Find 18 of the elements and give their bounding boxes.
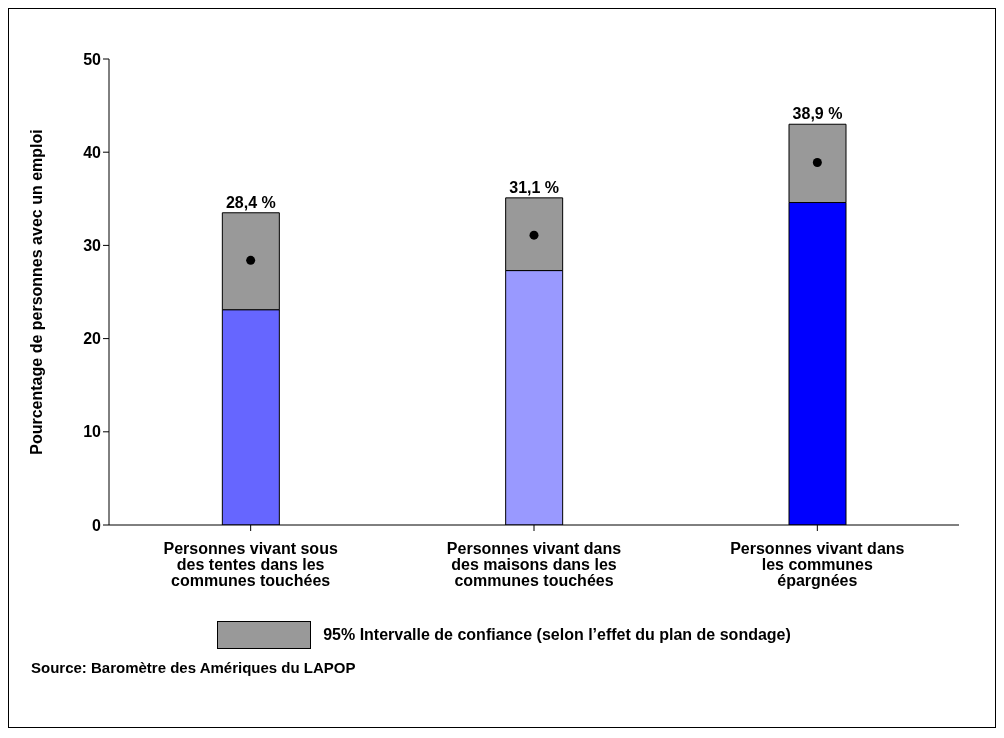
y-tick-label: 40 — [83, 143, 102, 161]
x-tick-label: Personnes vivant dans les communes épargnées — [730, 540, 905, 590]
point — [246, 255, 256, 265]
y-tick-label: 20 — [83, 330, 102, 348]
data-label: 28,4 % — [225, 193, 276, 211]
y-tick-label: 0 — [92, 516, 102, 534]
y-tick-label: 30 — [83, 237, 102, 255]
y-tick-label: 10 — [83, 423, 102, 441]
y-axis-title: Pourcentage de personnes avec un emploi — [27, 129, 45, 455]
source-note: Source: Baromètre des Amériques du LAPOP — [31, 659, 356, 676]
x-tick-label: Personnes vivant sous des tentes dans les communes touchées — [163, 540, 338, 590]
text: 95% Intervalle de confiance (selon l’effet du plan de sondage) — [323, 626, 791, 644]
y-tick-label: 50 — [83, 50, 102, 68]
point — [812, 157, 822, 167]
x-tick-label: Personnes vivant dans des maisons dans les communes touchées — [446, 540, 622, 590]
data-label: 31,1 % — [509, 178, 560, 196]
data-label: 38,9 % — [792, 105, 843, 123]
point — [529, 230, 539, 240]
